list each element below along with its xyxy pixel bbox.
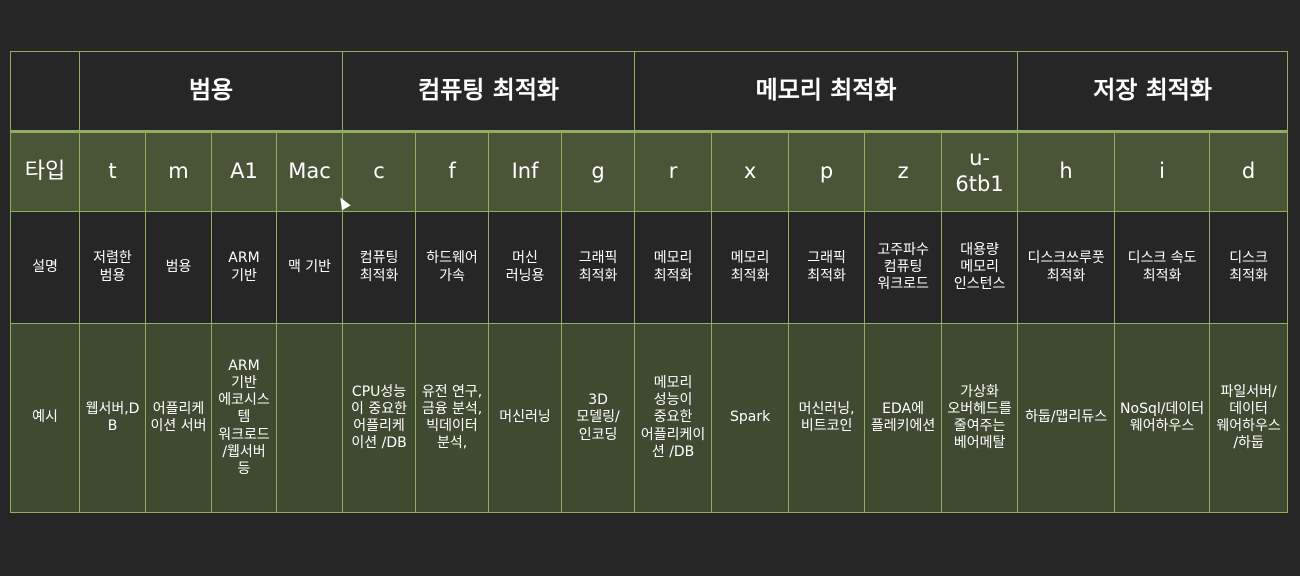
type-cell: c xyxy=(342,130,417,212)
description-cell: 디스크 최적화 xyxy=(1209,211,1289,324)
description-cell: ARM 기반 xyxy=(211,211,277,324)
description-cell: 컴퓨팅 최적화 xyxy=(342,211,417,324)
example-row-label: 예시 xyxy=(10,323,80,513)
type-cell: i xyxy=(1114,130,1211,212)
example-row: 예시 웹서버,DB 어플리케이션 서버 ARM 기반 에코시스템 워크로드/웹서… xyxy=(10,323,1289,513)
type-row: 타입 t m A1 Mac c f Inf g r x p z u-6tb1 h… xyxy=(10,130,1289,212)
type-cell: h xyxy=(1017,130,1116,212)
type-cell: x xyxy=(711,130,790,212)
description-cell: 대용량 메모리 인스턴스 xyxy=(941,211,1019,324)
description-cell: 저렴한 범용 xyxy=(79,211,146,324)
example-cell: Spark xyxy=(711,323,790,513)
type-cell: Mac xyxy=(275,130,344,212)
type-cell: g xyxy=(561,130,636,212)
example-cell: NoSql/데이터 웨어하우스 xyxy=(1114,323,1211,513)
type-cell: t xyxy=(79,130,146,212)
description-cell: 고주파수 컴퓨팅 워크로드 xyxy=(864,211,943,324)
example-cell: EDA에 플레키에션 xyxy=(864,323,943,513)
category-memory-optimized: 메모리 최적화 xyxy=(634,51,1019,132)
example-cell: 머신러닝 xyxy=(488,323,563,513)
category-compute-optimized: 컴퓨팅 최적화 xyxy=(342,51,636,132)
example-cell: 파일서버/데이터 웨어하우스/하둡 xyxy=(1209,323,1289,513)
example-cell: 유전 연구,금융 분석,빅데이터 분석, xyxy=(415,323,490,513)
description-row-label: 설명 xyxy=(10,211,80,324)
example-cell xyxy=(275,323,344,513)
category-general-purpose: 범용 xyxy=(78,51,344,132)
type-cell: u-6tb1 xyxy=(941,130,1019,212)
type-cell: p xyxy=(788,130,866,212)
example-cell: 하둡/맵리듀스 xyxy=(1017,323,1116,513)
example-cell: 웹서버,DB xyxy=(79,323,146,513)
description-cell: 디스크 속도 최적화 xyxy=(1114,211,1211,324)
corner-cell xyxy=(10,51,80,132)
description-cell: 디스크쓰루풋 최적화 xyxy=(1017,211,1116,324)
type-cell: Inf xyxy=(488,130,563,212)
description-cell: 메모리 최적화 xyxy=(634,211,713,324)
description-row: 설명 저렴한 범용 범용 ARM 기반 맥 기반 컴퓨팅 최적화 하드웨어 가속… xyxy=(10,211,1289,324)
example-cell: 가상화 오버헤드를 줄여주는 베어메탈 xyxy=(941,323,1019,513)
example-cell: 메모리 성능이 중요한 어플리케이션 /DB xyxy=(634,323,713,513)
description-cell: 맥 기반 xyxy=(275,211,344,324)
instance-type-table: 범용 컴퓨팅 최적화 메모리 최적화 저장 최적화 타입 t m A1 Mac … xyxy=(10,51,1289,513)
type-cell: A1 xyxy=(211,130,277,212)
example-cell: 어플리케이션 서버 xyxy=(145,323,212,513)
type-cell: d xyxy=(1209,130,1289,212)
type-cell: m xyxy=(145,130,212,212)
example-cell: CPU성능이 중요한 어플리케이션 /DB xyxy=(342,323,417,513)
category-storage-optimized: 저장 최적화 xyxy=(1017,51,1289,132)
type-row-label: 타입 xyxy=(10,130,80,212)
example-cell: ARM 기반 에코시스템 워크로드/웹서버 등 xyxy=(211,323,277,513)
type-cell: r xyxy=(634,130,713,212)
type-cell: f xyxy=(415,130,490,212)
description-cell: 그래픽 최적화 xyxy=(561,211,636,324)
description-cell: 하드웨어 가속 xyxy=(415,211,490,324)
type-cell: z xyxy=(864,130,943,212)
description-cell: 범용 xyxy=(145,211,212,324)
description-cell: 메모리 최적화 xyxy=(711,211,790,324)
example-cell: 머신러닝,비트코인 xyxy=(788,323,866,513)
description-cell: 그래픽 최적화 xyxy=(788,211,866,324)
description-cell: 머신 러닝용 xyxy=(488,211,563,324)
category-header-row: 범용 컴퓨팅 최적화 메모리 최적화 저장 최적화 xyxy=(10,51,1289,132)
example-cell: 3D 모델링/인코딩 xyxy=(561,323,636,513)
